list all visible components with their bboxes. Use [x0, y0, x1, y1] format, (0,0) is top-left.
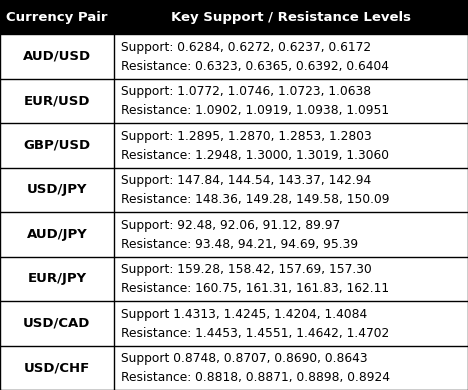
- Text: Support: 159.28, 158.42, 157.69, 157.30: Support: 159.28, 158.42, 157.69, 157.30: [121, 263, 372, 277]
- Text: Resistance: 1.2948, 1.3000, 1.3019, 1.3060: Resistance: 1.2948, 1.3000, 1.3019, 1.30…: [121, 149, 389, 161]
- Text: EUR/JPY: EUR/JPY: [27, 272, 87, 285]
- Text: Support: 0.6284, 0.6272, 0.6237, 0.6172: Support: 0.6284, 0.6272, 0.6237, 0.6172: [121, 41, 371, 54]
- Text: USD/CAD: USD/CAD: [23, 317, 90, 330]
- Bar: [114, 346, 468, 390]
- Bar: [0, 34, 114, 78]
- Text: USD/CHF: USD/CHF: [24, 361, 90, 374]
- Bar: [114, 78, 468, 123]
- Text: Support: 92.48, 92.06, 91.12, 89.97: Support: 92.48, 92.06, 91.12, 89.97: [121, 219, 340, 232]
- Text: Resistance: 1.4453, 1.4551, 1.4642, 1.4702: Resistance: 1.4453, 1.4551, 1.4642, 1.47…: [121, 326, 389, 340]
- Text: Key Support / Resistance Levels: Key Support / Resistance Levels: [171, 11, 411, 23]
- Bar: [114, 257, 468, 301]
- Bar: [114, 0, 468, 34]
- Text: Resistance: 93.48, 94.21, 94.69, 95.39: Resistance: 93.48, 94.21, 94.69, 95.39: [121, 238, 358, 250]
- Text: Support: 147.84, 144.54, 143.37, 142.94: Support: 147.84, 144.54, 143.37, 142.94: [121, 174, 371, 187]
- Bar: [114, 123, 468, 167]
- Text: GBP/USD: GBP/USD: [23, 139, 90, 152]
- Text: Resistance: 160.75, 161.31, 161.83, 162.11: Resistance: 160.75, 161.31, 161.83, 162.…: [121, 282, 389, 295]
- Text: Resistance: 1.0902, 1.0919, 1.0938, 1.0951: Resistance: 1.0902, 1.0919, 1.0938, 1.09…: [121, 104, 389, 117]
- Bar: [0, 167, 114, 212]
- Text: Currency Pair: Currency Pair: [6, 11, 108, 23]
- Bar: [0, 346, 114, 390]
- Text: Support: 1.2895, 1.2870, 1.2853, 1.2803: Support: 1.2895, 1.2870, 1.2853, 1.2803: [121, 130, 372, 143]
- Text: USD/JPY: USD/JPY: [27, 183, 87, 196]
- Bar: [0, 123, 114, 167]
- Text: AUD/USD: AUD/USD: [23, 50, 91, 63]
- Text: Resistance: 148.36, 149.28, 149.58, 150.09: Resistance: 148.36, 149.28, 149.58, 150.…: [121, 193, 389, 206]
- Bar: [114, 212, 468, 257]
- Text: Support: 1.0772, 1.0746, 1.0723, 1.0638: Support: 1.0772, 1.0746, 1.0723, 1.0638: [121, 85, 371, 98]
- Bar: [114, 34, 468, 78]
- Bar: [0, 301, 114, 346]
- Text: Resistance: 0.8818, 0.8871, 0.8898, 0.8924: Resistance: 0.8818, 0.8871, 0.8898, 0.89…: [121, 371, 390, 384]
- Bar: [0, 0, 114, 34]
- Bar: [114, 167, 468, 212]
- Bar: [0, 78, 114, 123]
- Bar: [0, 257, 114, 301]
- Bar: [114, 301, 468, 346]
- Text: Support 0.8748, 0.8707, 0.8690, 0.8643: Support 0.8748, 0.8707, 0.8690, 0.8643: [121, 352, 367, 365]
- Text: AUD/JPY: AUD/JPY: [27, 228, 87, 241]
- Text: EUR/USD: EUR/USD: [23, 94, 90, 107]
- Text: Resistance: 0.6323, 0.6365, 0.6392, 0.6404: Resistance: 0.6323, 0.6365, 0.6392, 0.64…: [121, 60, 389, 73]
- Bar: [0, 212, 114, 257]
- Text: Support 1.4313, 1.4245, 1.4204, 1.4084: Support 1.4313, 1.4245, 1.4204, 1.4084: [121, 308, 367, 321]
